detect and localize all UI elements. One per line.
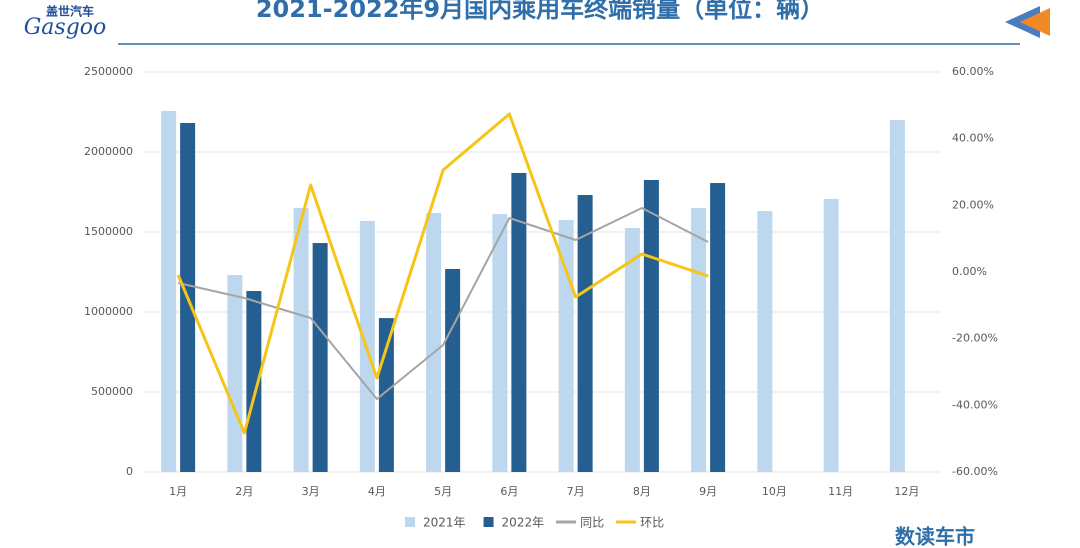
y2-tick-label: 0.00% <box>952 265 987 278</box>
x-tick-label: 5月 <box>434 485 452 498</box>
legend-label: 环比 <box>640 516 664 530</box>
legend-label: 2022年 <box>502 516 545 530</box>
x-tick-label: 7月 <box>567 485 585 498</box>
x-tick-label: 2月 <box>235 485 253 498</box>
y-tick-label: 2500000 <box>84 65 133 78</box>
footer-brand: 数读车市 <box>895 525 975 548</box>
y2-tick-label: 60.00% <box>952 65 994 78</box>
bar <box>293 208 309 472</box>
bar <box>643 180 659 472</box>
y-tick-label: 2000000 <box>84 145 133 158</box>
bar <box>624 228 640 472</box>
bar <box>426 212 442 472</box>
y-tick-label: 500000 <box>91 385 133 398</box>
corner-arrow <box>1020 8 1050 36</box>
x-tick-label: 1月 <box>169 485 187 498</box>
chart-title: 2021-2022年9月国内乘用车终端销量（单位：辆） <box>256 0 824 23</box>
y2-tick-label: -20.00% <box>952 332 998 345</box>
y-tick-label: 1000000 <box>84 305 133 318</box>
legend-label: 2021年 <box>423 516 466 530</box>
x-tick-label: 10月 <box>762 485 787 498</box>
bar <box>511 172 527 472</box>
x-tick-label: 9月 <box>699 485 717 498</box>
y-tick-label: 1500000 <box>84 225 133 238</box>
x-tick-label: 12月 <box>894 485 919 498</box>
y2-tick-label: 20.00% <box>952 198 994 211</box>
line <box>176 112 709 435</box>
x-tick-label: 4月 <box>368 485 386 498</box>
x-tick-label: 6月 <box>500 485 518 498</box>
brand: 盖世汽车 <box>46 4 94 19</box>
bar <box>577 195 593 473</box>
y-tick-label: 0 <box>126 465 133 478</box>
bar <box>161 111 177 472</box>
bar <box>445 268 461 472</box>
logo: Gasgoo <box>24 15 107 40</box>
bar <box>492 214 508 472</box>
bar <box>246 291 262 472</box>
x-tick-label: 8月 <box>633 485 651 498</box>
legend-swatch <box>483 517 494 527</box>
y2-tick-label: -40.00% <box>952 398 998 411</box>
bar <box>757 211 773 473</box>
x-tick-label: 3月 <box>302 485 320 498</box>
legend-swatch <box>405 517 415 527</box>
line <box>177 207 709 400</box>
bar <box>710 183 726 473</box>
x-tick-label: 11月 <box>828 485 853 498</box>
bar <box>227 275 243 472</box>
bar <box>312 243 328 472</box>
y2-tick-label: 40.00% <box>952 132 994 145</box>
bar <box>691 208 707 472</box>
bar <box>889 120 905 472</box>
y2-tick-label: -60.00% <box>952 465 998 478</box>
bar <box>823 199 839 473</box>
legend-label: 同比 <box>580 516 604 530</box>
